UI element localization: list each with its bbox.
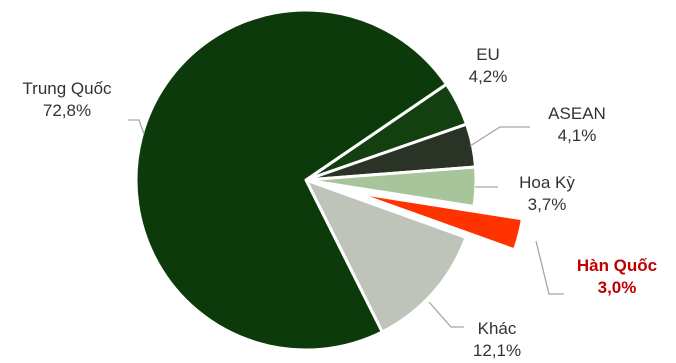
pie-slice-trung-quoc [134,8,448,352]
label-han-quoc-value: 3,0% [597,278,637,297]
label-asean-name: ASEAN [548,104,606,123]
label-khac-value: 12,1% [472,341,522,360]
label-hoa-ky-value: 3,7% [527,195,567,214]
label-trung-quoc-name: Trung Quốc [22,79,112,98]
label-hoa-ky-name: Hoa Kỳ [519,173,575,192]
label-han-quoc: Hàn Quốc 3,0% [562,255,672,299]
label-hoa-ky: Hoa Kỳ 3,7% [505,172,589,216]
label-khac: Khác 12,1% [462,318,532,362]
label-asean: ASEAN 4,1% [535,103,619,147]
pie-slice-khac [304,178,468,334]
label-han-quoc-name: Hàn Quốc [576,256,658,275]
pie-slice-han-quoc [352,190,524,252]
label-khac-name: Khác [477,319,517,338]
label-eu-name: EU [476,45,500,64]
leader-line-asean [469,126,530,147]
label-asean-value: 4,1% [557,126,597,145]
label-trung-quoc: Trung Quốc 72,8% [2,78,132,122]
label-eu-value: 4,2% [468,67,508,86]
leader-line-trung-quoc [128,119,145,135]
label-eu: EU 4,2% [458,44,518,88]
leader-line-han-quoc [535,240,564,295]
label-trung-quoc-value: 72,8% [42,101,92,120]
leader-line-khac [428,301,464,328]
